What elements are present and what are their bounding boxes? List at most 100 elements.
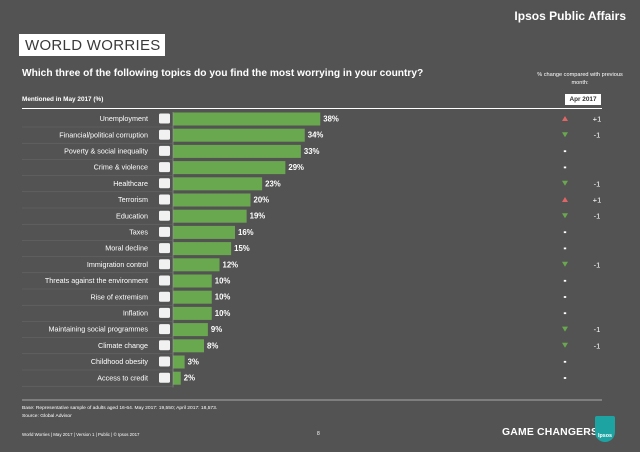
- no-change-marker: [563, 377, 567, 379]
- category-label: Climate change: [98, 341, 148, 350]
- value-label: 8%: [207, 341, 218, 350]
- page-number: 8: [317, 431, 320, 437]
- poverty-icon: [159, 145, 170, 156]
- bar: [173, 323, 208, 337]
- change-down-arrow: [562, 326, 568, 332]
- change-value: +1: [593, 196, 602, 205]
- terrorism-icon: [159, 194, 170, 205]
- moral-decline-icon: [159, 243, 170, 254]
- value-label: 10%: [215, 277, 231, 286]
- value-label: 38%: [323, 115, 339, 124]
- bar: [173, 306, 212, 320]
- mentioned-label: Mentioned in May 2017 (%): [22, 96, 104, 103]
- bar: [173, 371, 181, 385]
- value-label: 2%: [184, 374, 195, 383]
- question-text: Which three of the following topics do y…: [22, 68, 424, 79]
- climate-icon: [159, 340, 170, 351]
- bar: [173, 177, 263, 191]
- brand-name: Ipsos Public Affairs: [514, 9, 626, 23]
- no-change-marker: [563, 166, 567, 169]
- change-value: -1: [594, 325, 601, 334]
- change-down-arrow: [562, 132, 568, 138]
- value-label: 15%: [234, 244, 250, 253]
- bar: [173, 290, 212, 304]
- value-label: 10%: [215, 309, 231, 318]
- no-change-marker: [563, 150, 567, 153]
- crime-icon: [159, 162, 170, 173]
- obesity-icon: [159, 356, 170, 367]
- ipsos-logo: Ipsos: [595, 416, 615, 442]
- base-footnote: Base: Representative sample of adults ag…: [22, 406, 218, 411]
- value-label: 23%: [265, 179, 281, 188]
- bar: [173, 225, 235, 239]
- value-label: 33%: [304, 147, 320, 156]
- category-label: Childhood obesity: [91, 357, 149, 366]
- value-label: 9%: [211, 325, 222, 334]
- category-label: Education: [116, 211, 148, 220]
- value-label: 34%: [308, 131, 324, 140]
- category-label: Immigration control: [87, 260, 149, 269]
- bar: [173, 339, 204, 353]
- source-footnote: Source: Global Advisor: [22, 414, 72, 419]
- bar: [173, 112, 321, 126]
- bar: [173, 193, 251, 207]
- category-label: Taxes: [129, 228, 148, 237]
- change-value: -1: [594, 341, 601, 350]
- change-down-arrow: [562, 180, 568, 186]
- change-value: -1: [594, 260, 601, 269]
- value-label: 12%: [223, 260, 239, 269]
- no-change-marker: [563, 247, 567, 250]
- no-change-marker: [563, 231, 567, 234]
- category-label: Moral decline: [105, 244, 148, 253]
- no-change-marker: [563, 296, 567, 298]
- change-value: -1: [594, 131, 601, 140]
- change-value: -1: [594, 212, 601, 221]
- unemployment-icon: [159, 113, 170, 124]
- inflation-icon: [159, 307, 170, 318]
- social-programmes-icon: [159, 324, 170, 335]
- taxes-icon: [159, 226, 170, 237]
- healthcare-icon: [159, 178, 170, 189]
- immigration-icon: [159, 259, 170, 270]
- change-down-arrow: [562, 342, 568, 348]
- category-label: Financial/political corruption: [59, 130, 148, 139]
- bar: [173, 144, 301, 158]
- comparison-period: Apr 2017: [565, 94, 601, 105]
- category-label: Poverty & social inequality: [64, 147, 148, 156]
- credit-icon: [159, 372, 170, 383]
- value-label: 3%: [188, 358, 199, 367]
- no-change-marker: [563, 360, 567, 363]
- category-label: Unemployment: [100, 114, 148, 123]
- category-label: Crime & violence: [94, 163, 148, 172]
- change-value: +1: [593, 115, 602, 124]
- change-down-arrow: [562, 213, 568, 219]
- corruption-icon: [159, 129, 170, 140]
- header-rule: [22, 108, 602, 109]
- bar: [173, 242, 232, 256]
- category-label: Threats against the environment: [45, 276, 148, 285]
- tagline: GAME CHANGERS: [502, 427, 599, 438]
- change-down-arrow: [562, 261, 568, 267]
- bar: [173, 355, 185, 369]
- value-label: 16%: [238, 228, 254, 237]
- no-change-marker: [563, 279, 567, 282]
- bar: [173, 128, 305, 142]
- value-label: 10%: [215, 293, 231, 302]
- change-value: -1: [594, 179, 601, 188]
- category-label: Maintaining social programmes: [49, 325, 149, 334]
- value-label: 19%: [250, 212, 266, 221]
- change-up-arrow: [562, 116, 568, 121]
- category-label: Inflation: [123, 309, 148, 318]
- bar: [173, 161, 286, 175]
- category-label: Terrorism: [118, 195, 148, 204]
- no-change-marker: [563, 312, 567, 315]
- environment-icon: [159, 275, 170, 286]
- value-label: 20%: [254, 196, 270, 205]
- category-label: Rise of extremism: [90, 292, 148, 301]
- change-up-arrow: [562, 197, 568, 202]
- footer-info: World Worries | May 2017 | Version 1 | P…: [22, 432, 140, 437]
- category-label: Healthcare: [113, 179, 148, 188]
- report-title: WORLD WORRIES: [19, 34, 165, 56]
- value-label: 29%: [288, 163, 304, 172]
